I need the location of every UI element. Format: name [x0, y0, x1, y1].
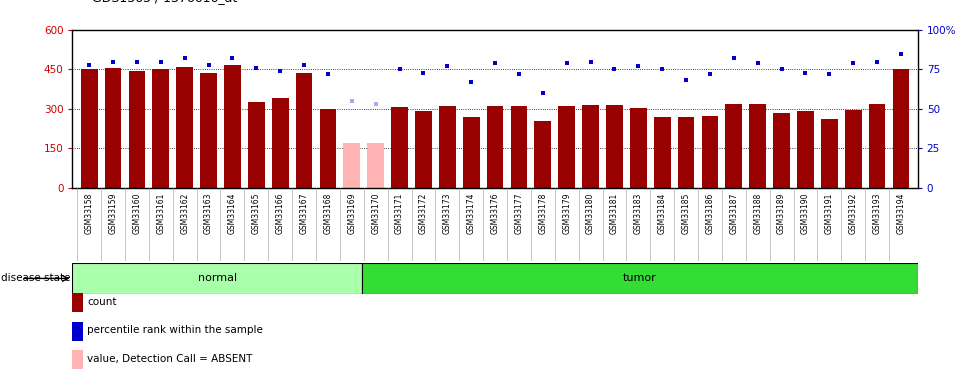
Text: GSM33189: GSM33189 — [777, 193, 786, 234]
Text: GSM33181: GSM33181 — [610, 193, 619, 234]
Bar — [582, 105, 599, 188]
Text: GDS1363 / 1376616_at: GDS1363 / 1376616_at — [92, 0, 237, 4]
Text: GSM33169: GSM33169 — [348, 193, 356, 234]
Bar — [845, 110, 862, 188]
Text: GSM33166: GSM33166 — [275, 193, 285, 234]
Bar — [391, 107, 408, 188]
Text: GSM33173: GSM33173 — [442, 193, 452, 234]
Text: GSM33161: GSM33161 — [156, 193, 165, 234]
Text: GSM33162: GSM33162 — [181, 193, 189, 234]
Bar — [487, 106, 503, 188]
Bar — [821, 119, 838, 188]
Bar — [153, 69, 169, 188]
Text: GSM33172: GSM33172 — [419, 193, 428, 234]
Text: GSM33158: GSM33158 — [85, 193, 94, 234]
Text: GSM33190: GSM33190 — [801, 193, 810, 234]
Text: GSM33194: GSM33194 — [896, 193, 905, 234]
Text: normal: normal — [198, 273, 237, 284]
Bar — [725, 104, 742, 188]
Bar — [367, 143, 384, 188]
Bar — [320, 109, 336, 188]
Bar — [81, 69, 98, 188]
Text: GSM33191: GSM33191 — [825, 193, 834, 234]
Bar — [72, 350, 83, 369]
Bar — [296, 74, 312, 188]
Bar — [797, 111, 813, 188]
Text: GSM33184: GSM33184 — [658, 193, 667, 234]
Text: GSM33188: GSM33188 — [753, 193, 762, 234]
Bar — [362, 262, 918, 294]
Text: GSM33187: GSM33187 — [729, 193, 738, 234]
Text: GSM33170: GSM33170 — [371, 193, 381, 234]
Bar — [72, 262, 362, 294]
Text: GSM33165: GSM33165 — [252, 193, 261, 234]
Bar — [606, 105, 623, 188]
Bar — [678, 117, 695, 188]
Bar — [893, 69, 909, 188]
Bar — [701, 116, 719, 188]
Text: count: count — [87, 297, 117, 307]
Text: GSM33193: GSM33193 — [872, 193, 882, 234]
Text: disease state: disease state — [1, 273, 71, 284]
Bar — [439, 106, 456, 188]
Text: percentile rank within the sample: percentile rank within the sample — [87, 325, 263, 335]
Bar — [630, 108, 646, 188]
Text: GSM33167: GSM33167 — [299, 193, 308, 234]
Text: GSM33171: GSM33171 — [395, 193, 404, 234]
Text: GSM33159: GSM33159 — [108, 193, 118, 234]
Text: GSM33186: GSM33186 — [705, 193, 715, 234]
Text: GSM33178: GSM33178 — [538, 193, 548, 234]
Bar — [72, 294, 83, 312]
Text: GSM33177: GSM33177 — [515, 193, 524, 234]
Bar — [271, 98, 289, 188]
Bar — [177, 67, 193, 188]
Text: GSM33179: GSM33179 — [562, 193, 571, 234]
Text: value, Detection Call = ABSENT: value, Detection Call = ABSENT — [87, 354, 253, 364]
Bar — [72, 322, 83, 341]
Bar — [511, 106, 527, 188]
Text: GSM33180: GSM33180 — [586, 193, 595, 234]
Bar — [344, 143, 360, 188]
Text: GSM33164: GSM33164 — [228, 193, 237, 234]
Text: tumor: tumor — [623, 273, 657, 284]
Text: GSM33176: GSM33176 — [491, 193, 499, 234]
Bar — [463, 117, 479, 188]
Text: GSM33160: GSM33160 — [132, 193, 141, 234]
Text: GSM33192: GSM33192 — [849, 193, 858, 234]
Bar — [104, 68, 122, 188]
Bar — [773, 112, 790, 188]
Bar — [248, 102, 265, 188]
Text: GSM33163: GSM33163 — [204, 193, 213, 234]
Text: GSM33174: GSM33174 — [467, 193, 475, 234]
Bar — [534, 121, 552, 188]
Bar — [200, 72, 217, 188]
Bar — [750, 104, 766, 188]
Bar — [224, 65, 241, 188]
Bar — [128, 70, 145, 188]
Text: GSM33185: GSM33185 — [682, 193, 691, 234]
Text: GSM33183: GSM33183 — [634, 193, 642, 234]
Text: GSM33168: GSM33168 — [324, 193, 332, 234]
Bar — [415, 111, 432, 188]
Bar — [654, 117, 670, 188]
Bar — [558, 106, 575, 188]
Bar — [868, 104, 886, 188]
